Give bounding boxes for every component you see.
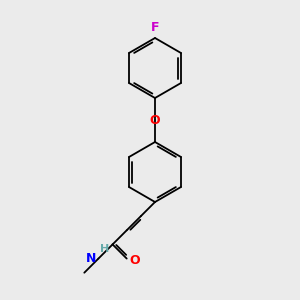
- Text: O: O: [150, 113, 160, 127]
- Text: F: F: [151, 21, 159, 34]
- Text: H: H: [100, 244, 110, 254]
- Text: O: O: [130, 254, 140, 267]
- Text: N: N: [86, 252, 96, 265]
